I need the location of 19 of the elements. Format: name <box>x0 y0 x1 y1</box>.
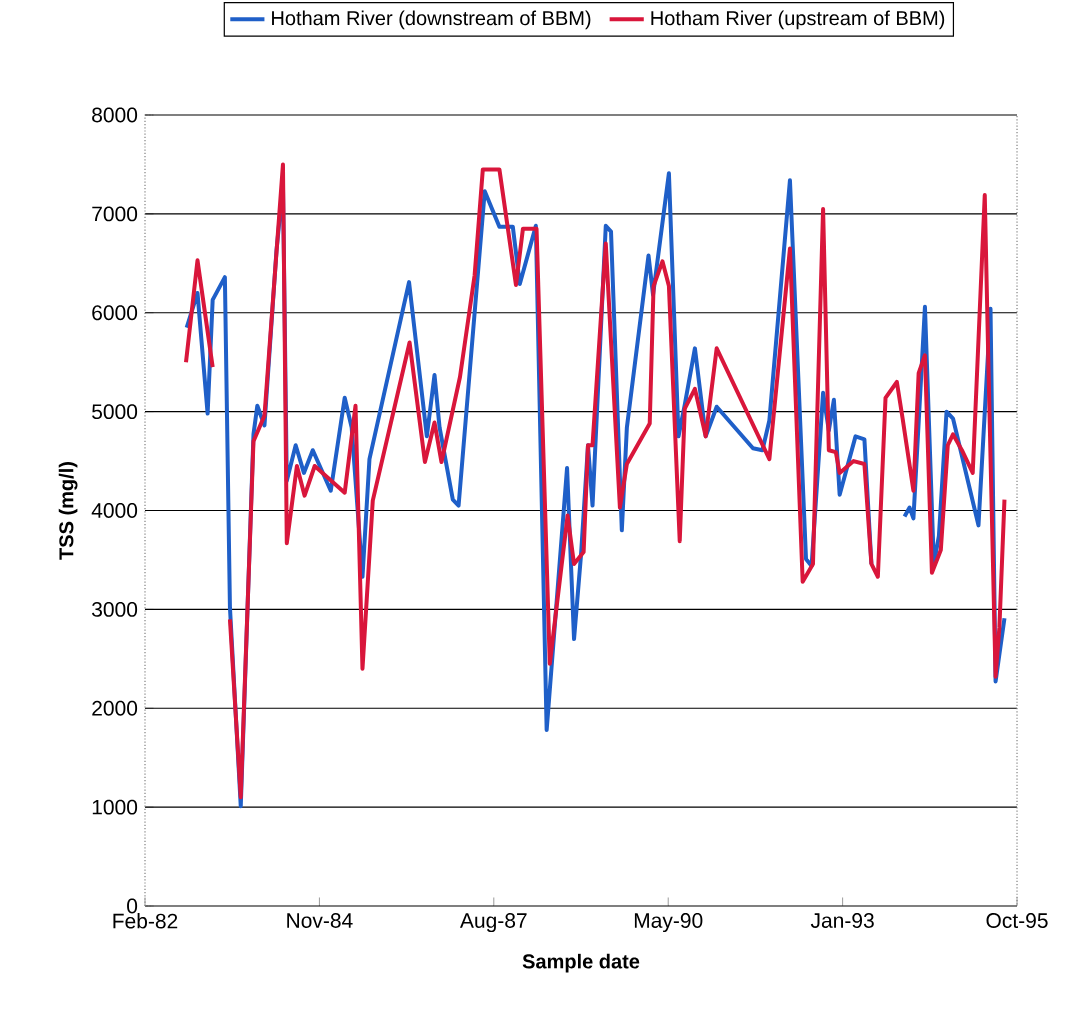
x-tick-label: May-90 <box>634 913 703 933</box>
legend-label: Hotham River (upstream of BBM) <box>651 10 945 30</box>
x-tick-label: Aug-87 <box>459 913 527 933</box>
y-tick-label: 1000 <box>92 799 138 815</box>
x-tick-label: Oct-95 <box>986 913 1048 928</box>
x-axis-title: Sample date <box>522 953 640 973</box>
y-tick-label: 4000 <box>91 503 138 518</box>
legend-label: Hotham River (downstream of BBM) <box>272 10 591 30</box>
x-tick-label: Jan-93 <box>810 913 874 928</box>
y-tick-label: 2000 <box>92 700 138 716</box>
y-tick-label: 6000 <box>92 305 138 321</box>
y-tick-label: 5000 <box>92 404 138 420</box>
y-tick-label: 3000 <box>92 601 138 617</box>
y-tick-label: 0 <box>127 898 138 914</box>
x-tick-label: Nov-84 <box>287 913 353 928</box>
y-axis-title: TSS (mg/l) <box>58 462 78 560</box>
y-tick-label: 8000 <box>92 107 138 123</box>
y-tick-label: 7000 <box>92 206 138 222</box>
x-tick-label: Feb-82 <box>113 913 178 929</box>
